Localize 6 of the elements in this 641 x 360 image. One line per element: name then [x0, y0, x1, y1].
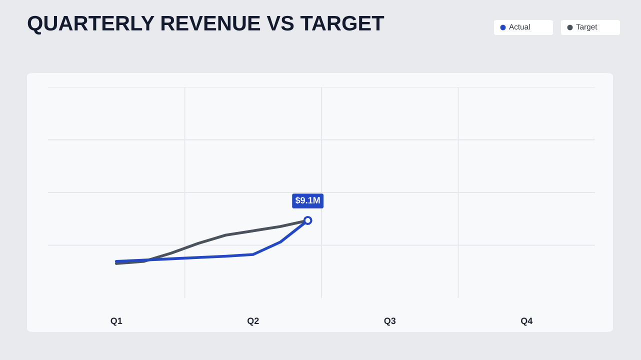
x-tick-label: Q4 — [520, 318, 533, 326]
chart-title: QUARTERLY REVENUE VS TARGET — [28, 16, 384, 34]
annotation: $9.1M — [295, 196, 320, 204]
x-tick-label: Q2 — [247, 318, 259, 326]
x-tick-label: Q1 — [110, 318, 122, 326]
x-tick-label: Q3 — [384, 318, 396, 326]
